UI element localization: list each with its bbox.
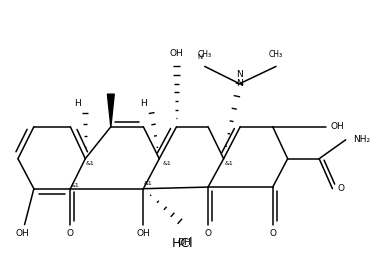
Text: O: O <box>337 184 344 193</box>
Text: O: O <box>67 229 74 238</box>
Text: OH: OH <box>16 229 29 238</box>
Text: H: H <box>73 99 81 108</box>
Text: N: N <box>197 54 203 60</box>
Text: N: N <box>236 70 243 79</box>
Text: O: O <box>204 229 211 238</box>
Text: &1: &1 <box>71 183 79 188</box>
Polygon shape <box>107 94 114 127</box>
Text: HCl: HCl <box>172 237 194 250</box>
Text: CH₃: CH₃ <box>198 50 212 58</box>
Text: CH₃: CH₃ <box>269 50 283 58</box>
Text: OH: OH <box>178 238 192 247</box>
Text: &1: &1 <box>86 161 95 166</box>
Text: H: H <box>140 99 147 108</box>
Text: &1: &1 <box>224 161 233 166</box>
Text: OH: OH <box>137 229 150 238</box>
Text: OH: OH <box>331 122 344 131</box>
Text: O: O <box>269 229 276 238</box>
Text: OH: OH <box>170 49 184 58</box>
Text: NH₂: NH₂ <box>354 135 371 144</box>
Text: &1: &1 <box>144 181 153 186</box>
Text: N: N <box>236 79 243 88</box>
Text: &1: &1 <box>163 161 172 166</box>
